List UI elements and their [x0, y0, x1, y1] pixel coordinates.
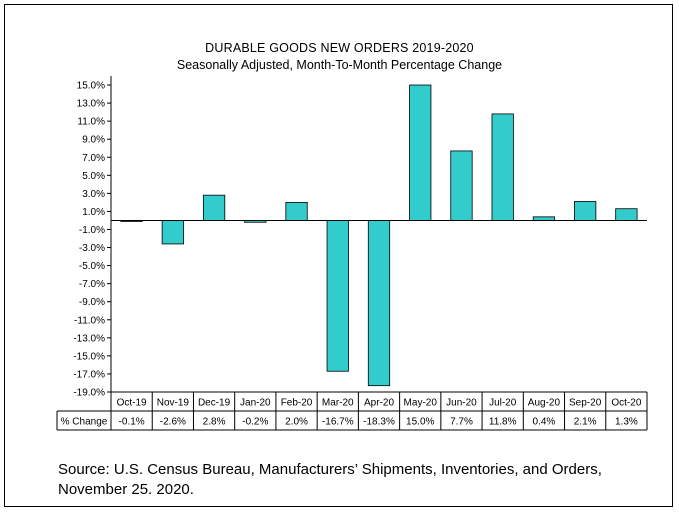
y-tick-label: -1.0%	[79, 225, 105, 236]
y-tick-label: -5.0%	[79, 261, 105, 272]
bar-apr-20	[367, 220, 391, 387]
y-tick-label: -17.0%	[73, 369, 105, 380]
chart-title: DURABLE GOODS NEW ORDERS 2019-2020	[205, 41, 474, 55]
y-tick-label: -15.0%	[73, 351, 105, 362]
x-tick-label: Jan-20	[240, 398, 271, 409]
y-tick-label: 1.0%	[82, 207, 105, 218]
x-tick-label: Dec-19	[198, 398, 231, 409]
bar-dec-19	[202, 194, 226, 221]
bar-aug-20	[532, 216, 556, 221]
bar-feb-20	[285, 201, 308, 221]
bar-nov-19	[161, 220, 184, 245]
x-tick-label: Oct-19	[117, 398, 147, 409]
y-tick-label: 3.0%	[82, 189, 105, 200]
x-tick-label: Feb-20	[281, 398, 313, 409]
data-value-label: -0.1%	[119, 417, 145, 428]
x-tick-label: Oct-20	[611, 398, 641, 409]
x-tick-label: Nov-19	[157, 398, 190, 409]
bar-may-20	[409, 84, 432, 221]
bar-jun-20	[450, 150, 473, 221]
bars	[111, 84, 647, 387]
data-value-label: 2.0%	[285, 417, 308, 428]
bar-mar-20	[326, 220, 349, 372]
y-axis: 15.0% 13.0% 11.0% 9.0% 7.0% 5.0% 3.0% 1.0% -1.0%…	[73, 76, 112, 399]
y-tick-label: -9.0%	[79, 297, 105, 308]
y-tick-label: 9.0%	[82, 135, 105, 146]
bar-oct-20	[615, 208, 638, 221]
bar-jul-20	[491, 113, 514, 221]
data-value-label: -16.7%	[322, 417, 354, 428]
chart-subtitle: Seasonally Adjusted, Month-To-Month Perc…	[176, 58, 503, 72]
data-table: % Change Oct-19 -0.1% Nov-19 -2.6% Dec-19 2.8%…	[56, 391, 648, 431]
data-value-label: 15.0%	[406, 417, 434, 428]
y-tick-label: -3.0%	[79, 243, 105, 254]
data-value-label: -18.3%	[363, 417, 395, 428]
x-tick-label: Sep-20	[569, 398, 602, 409]
x-tick-label: Mar-20	[322, 398, 354, 409]
y-tick-label: 13.0%	[77, 99, 105, 110]
series-label: % Change	[61, 417, 108, 428]
data-value-label: 1.3%	[615, 417, 638, 428]
data-value-label: 2.1%	[574, 417, 597, 428]
y-tick-label: 15.0%	[77, 81, 105, 92]
y-tick-label: 11.0%	[77, 117, 105, 128]
source-note: Source: U.S. Census Bureau, Manufacturer…	[58, 461, 602, 498]
y-tick-label: -13.0%	[73, 333, 105, 344]
y-tick-label: -19.0%	[73, 388, 105, 399]
y-tick-label: -7.0%	[79, 279, 105, 290]
y-tick-label: -11.0%	[74, 315, 105, 326]
x-tick-label: Jul-20	[489, 398, 517, 409]
x-tick-label: Aug-20	[528, 398, 561, 409]
x-tick-label: Apr-20	[364, 398, 394, 409]
data-value-label: -2.6%	[160, 417, 186, 428]
data-value-label: 11.8%	[489, 417, 517, 428]
data-value-label: 2.8%	[203, 417, 226, 428]
y-tick-label: 5.0%	[82, 171, 105, 182]
data-value-label: 7.7%	[450, 417, 473, 428]
x-tick-label: Jun-20	[446, 398, 477, 409]
data-value-label: -0.2%	[242, 417, 268, 428]
y-tick-label: 7.0%	[82, 153, 105, 164]
x-tick-label: May-20	[404, 398, 438, 409]
bar-sep-20	[574, 201, 597, 221]
data-value-label: 0.4%	[533, 417, 556, 428]
